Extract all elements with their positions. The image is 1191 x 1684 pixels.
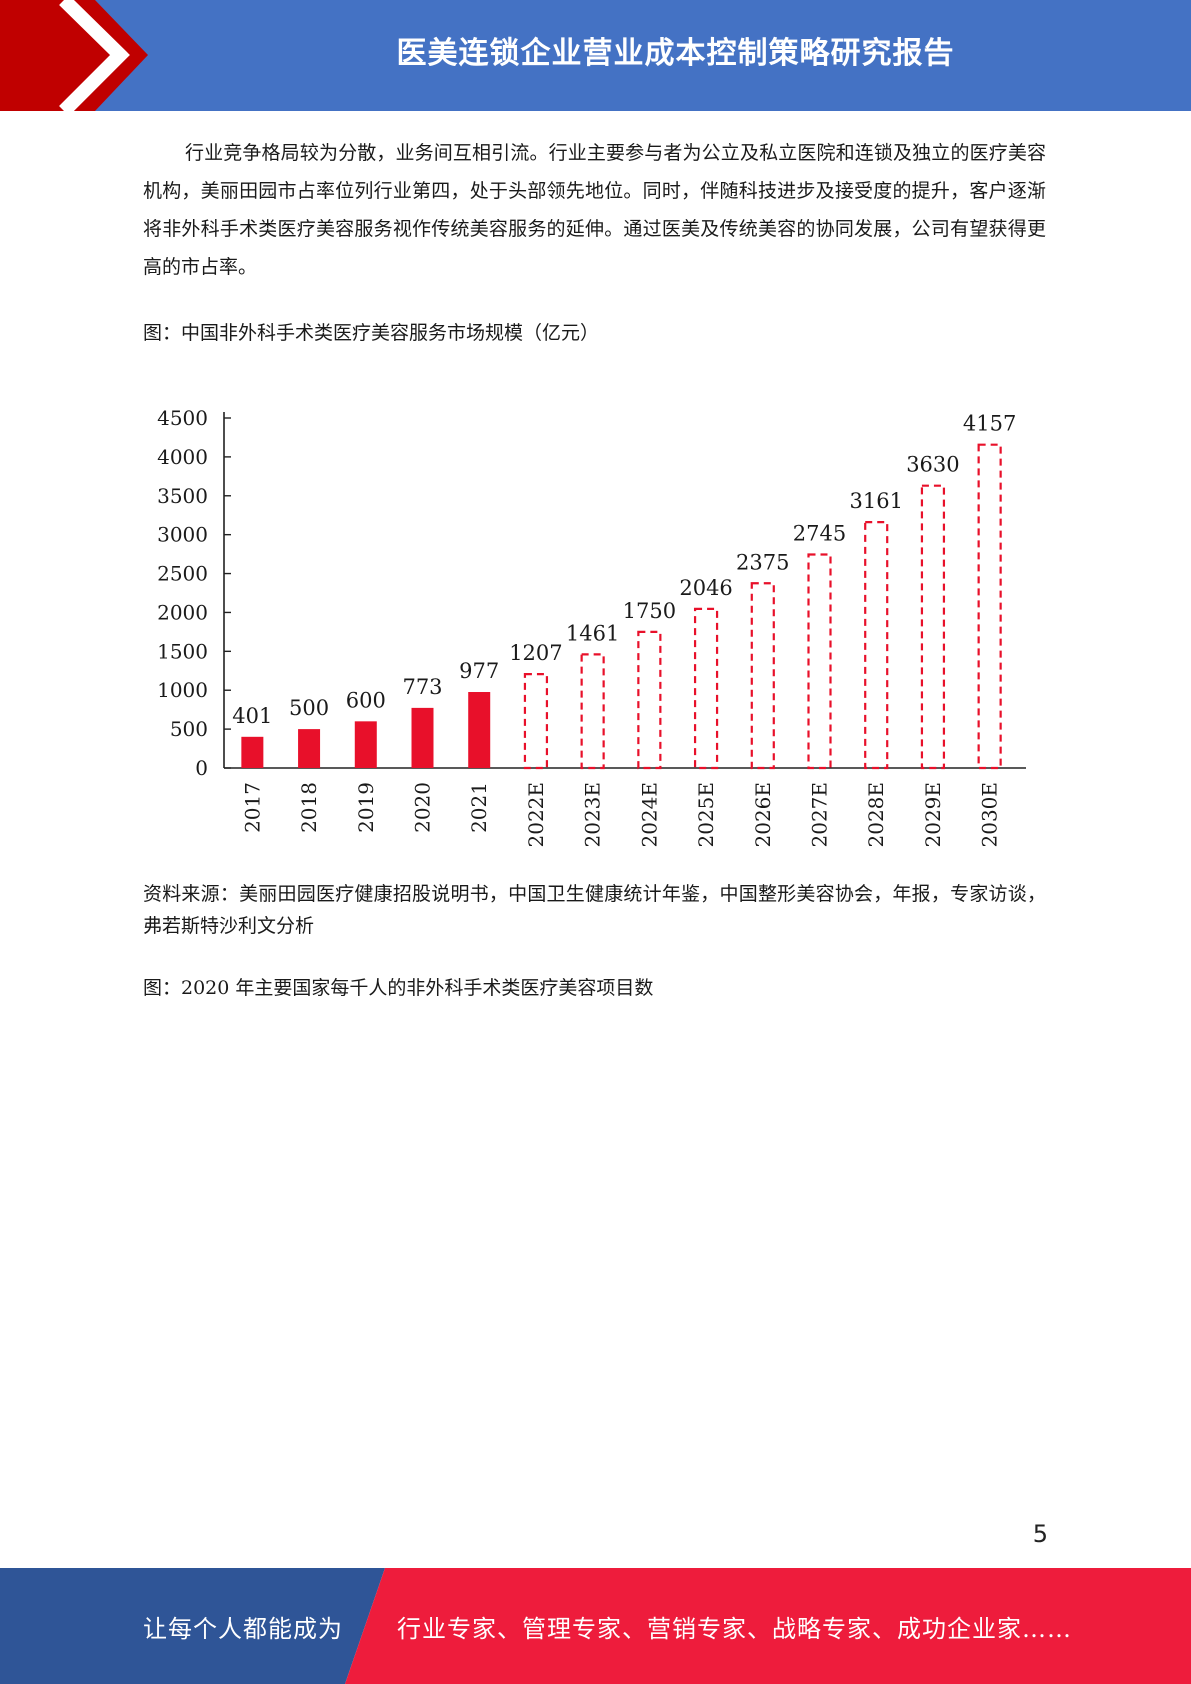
x-tick-label: 2026E <box>751 782 775 848</box>
bar <box>354 721 377 768</box>
bar-chart-svg: 0 500 1000 1500 2000 2500 3000 3500 4000 4500 401 2… <box>157 406 1026 848</box>
footer-slogan-left: 让每个人都能成为 <box>143 1614 343 1643</box>
x-tick-label: 2021 <box>467 782 491 833</box>
bar-data-label: 773 <box>402 675 442 699</box>
bar-data-label: 2046 <box>679 576 732 600</box>
x-tick-label: 2023E <box>581 782 605 848</box>
bar-estimated <box>580 653 605 770</box>
header-chevron-decoration <box>0 0 148 111</box>
bar-data-label: 500 <box>289 696 329 720</box>
footer-background <box>0 1568 1191 1684</box>
x-tick-label: 2017 <box>240 782 264 833</box>
y-tick-label: 2000 <box>157 600 208 624</box>
bar-data-label: 1461 <box>566 621 619 645</box>
y-tick-label: 2500 <box>157 562 208 586</box>
bar-data-label: 3630 <box>906 453 959 477</box>
x-tick-label: 2019 <box>354 782 378 833</box>
y-tick-label: 4500 <box>157 406 208 430</box>
x-tick-label: 2022E <box>524 782 548 848</box>
y-tick-label: 1500 <box>157 639 208 663</box>
bar-data-label: 2745 <box>793 522 846 546</box>
x-tick-label: 2027E <box>808 782 832 848</box>
bar-data-label: 977 <box>459 659 499 683</box>
x-tick-label: 2020 <box>411 782 435 833</box>
bar-estimated <box>523 673 549 770</box>
y-tick-label: 0 <box>195 756 208 780</box>
bar-estimated <box>750 582 775 770</box>
bar <box>468 692 491 768</box>
page-footer: 让每个人都能成为 行业专家、管理专家、营销专家、战略专家、成功企业家…… <box>0 1568 1191 1684</box>
market-size-chart: 0 500 1000 1500 2000 2500 3000 3500 4000 4500 401 2… <box>143 395 1043 855</box>
page-number: 5 <box>1032 1520 1048 1548</box>
bar-estimated <box>637 630 662 770</box>
x-tick-label: 2024E <box>637 782 661 848</box>
x-tick-label: 2025E <box>694 782 718 848</box>
bar-data-label: 2375 <box>736 550 789 574</box>
y-tick-label: 500 <box>170 717 208 741</box>
y-tick-label: 4000 <box>157 445 208 469</box>
bar-estimated <box>977 443 1002 770</box>
x-tick-label: 2018 <box>297 782 321 833</box>
bar-data-label: 401 <box>232 704 272 728</box>
x-tick-label: 2030E <box>978 782 1002 848</box>
bar-estimated <box>920 484 946 770</box>
y-tick-label: 3000 <box>157 523 208 547</box>
x-tick-label: 2029E <box>921 782 945 848</box>
bar <box>411 707 434 768</box>
bar-data-label: 1750 <box>623 599 676 623</box>
data-source-note: 资料来源：美丽田园医疗健康招股说明书，中国卫生健康统计年鉴，中国整形美容协会，年… <box>143 883 1046 937</box>
bar-estimated <box>864 521 889 770</box>
y-tick-label: 3500 <box>157 484 208 508</box>
figure-caption-market-size: 图：中国非外科手术类医疗美容服务市场规模（亿元） <box>143 322 600 344</box>
bar-data-label: 4157 <box>963 412 1016 436</box>
bar-estimated <box>807 553 832 770</box>
bar-estimated <box>693 607 719 770</box>
bar-data-label: 3161 <box>849 489 902 513</box>
bar-data-label: 600 <box>346 688 386 712</box>
x-tick-label: 2028E <box>864 782 888 848</box>
body-paragraph: 行业竞争格局较为分散，业务间互相引流。行业主要参与者为公立及私立医院和连锁及独立… <box>143 142 1046 278</box>
bar <box>241 736 264 768</box>
bar-data-label: 1207 <box>509 641 562 665</box>
bar <box>298 729 321 768</box>
page-header: 医美连锁企业营业成本控制策略研究报告 <box>0 0 1191 111</box>
footer-slogan-right: 行业专家、管理专家、营销专家、战略专家、成功企业家…… <box>397 1614 1072 1643</box>
report-title: 医美连锁企业营业成本控制策略研究报告 <box>396 36 955 71</box>
figure-caption-procedures-per-thousand: 图：2020 年主要国家每千人的非外科手术类医疗美容项目数 <box>143 977 654 999</box>
y-tick-label: 1000 <box>157 678 208 702</box>
